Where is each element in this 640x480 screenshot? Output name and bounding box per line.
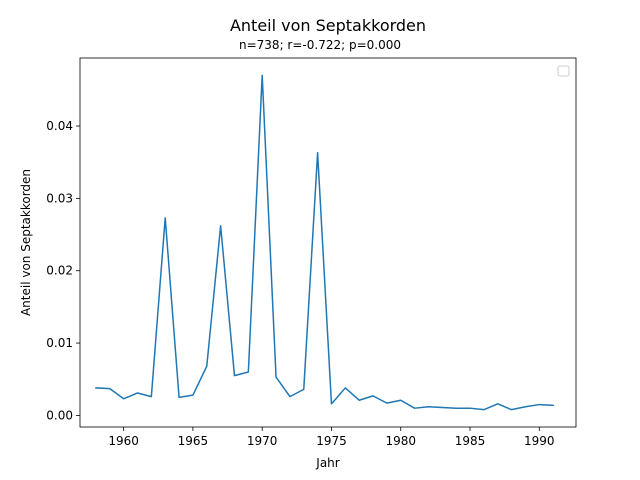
x-axis: 1960 1965 1970 1975 1980 1985 1990 (108, 427, 555, 448)
chart-title: Anteil von Septakkorden (230, 16, 426, 35)
plot-frame (79, 57, 577, 428)
y-axis-label: Anteil von Septakkorden (19, 169, 33, 316)
legend-box (557, 65, 570, 77)
x-axis-label: Jahr (315, 456, 339, 470)
y-axis: 0.00 0.01 0.02 0.03 0.04 (46, 119, 80, 422)
y-tick-label: 0.04 (46, 119, 73, 133)
chart-subtitle: n=738; r=-0.722; p=0.000 (239, 38, 401, 52)
x-tick-label: 1975 (316, 434, 347, 448)
plot-area (80, 58, 576, 427)
x-tick-label: 1980 (385, 434, 416, 448)
y-tick-label: 0.01 (46, 336, 73, 350)
x-tick-label: 1985 (455, 434, 486, 448)
y-tick-label: 0.00 (46, 408, 73, 422)
x-tick-label: 1990 (524, 434, 555, 448)
x-tick-label: 1960 (108, 434, 139, 448)
y-tick-label: 0.03 (46, 191, 73, 205)
y-tick-label: 0.02 (46, 264, 73, 278)
x-tick-label: 1965 (178, 434, 209, 448)
series-line (95, 74, 554, 411)
x-tick-label: 1970 (247, 434, 278, 448)
